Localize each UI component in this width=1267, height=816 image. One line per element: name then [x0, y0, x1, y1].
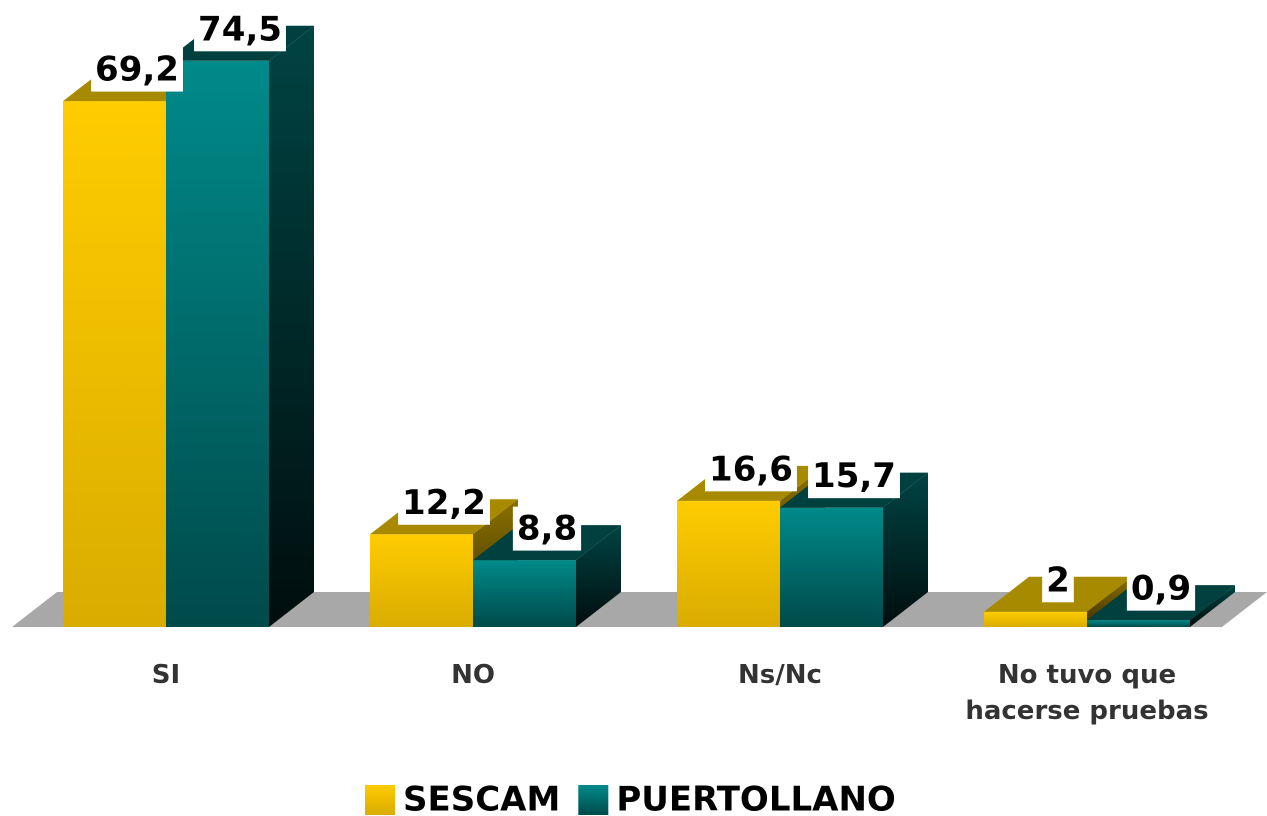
bar-front — [473, 560, 576, 627]
value-label-bg — [1042, 558, 1074, 603]
bar-front — [63, 101, 166, 627]
legend-swatch — [578, 785, 609, 815]
bar-front — [984, 611, 1087, 627]
x-tick-label: SI — [151, 660, 181, 690]
value-label: 2 — [1046, 560, 1070, 600]
x-tick-label: Ns/Nc — [738, 660, 822, 690]
value-label: 8,8 — [517, 509, 577, 549]
bar-side — [269, 25, 314, 628]
bar-side — [576, 525, 621, 627]
value-label-bg — [398, 480, 490, 525]
value-label: 15,7 — [812, 456, 896, 496]
bar-front — [780, 507, 883, 627]
value-label: 69,2 — [95, 50, 179, 90]
value-label: 0,9 — [1131, 569, 1191, 609]
legend-label: PUERTOLLANO — [616, 780, 896, 816]
bar-side — [1190, 585, 1235, 627]
bar-front — [1087, 620, 1190, 627]
x-tick-label: No tuvo que hacerse pruebas — [965, 660, 1209, 726]
value-label-bg — [194, 7, 286, 52]
value-label: 16,6 — [709, 449, 793, 489]
x-tick-label: NO — [451, 660, 495, 690]
value-label: 74,5 — [198, 9, 282, 49]
value-label-bg — [808, 454, 900, 499]
legend-swatch — [365, 785, 395, 815]
legend-label: SESCAM — [403, 780, 560, 816]
bar-front — [677, 500, 780, 627]
value-label-bg — [1126, 566, 1196, 611]
bar-front — [166, 60, 269, 628]
floor — [12, 592, 1267, 627]
bar-side — [883, 472, 928, 627]
value-label: 12,2 — [402, 483, 486, 523]
value-label-bg — [512, 506, 582, 551]
bar-front — [370, 534, 473, 627]
value-label-bg — [91, 47, 183, 92]
value-label-bg — [705, 447, 797, 492]
